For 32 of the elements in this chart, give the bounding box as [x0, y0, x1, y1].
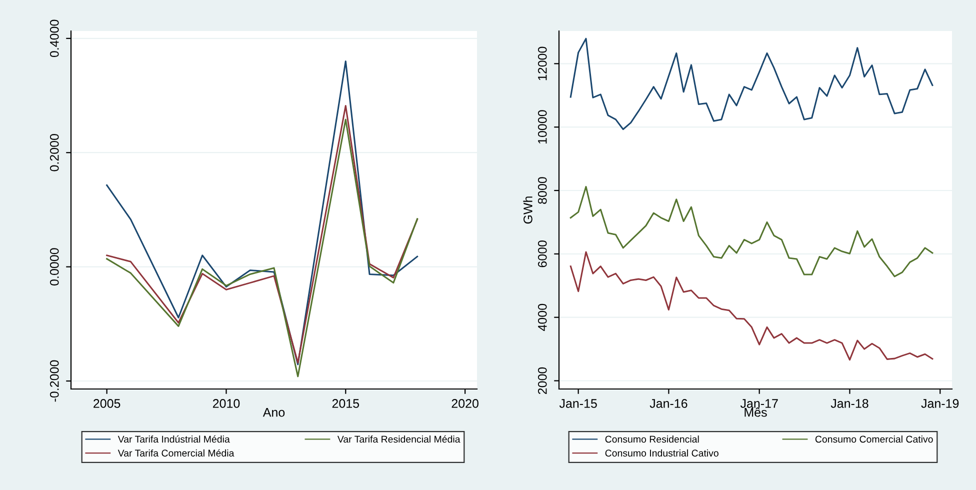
- y-tick-label: 2000: [538, 367, 547, 394]
- line-series: [106, 60, 418, 366]
- x-tick-label: Jan-16: [650, 399, 688, 408]
- y-tick-label: 4000: [538, 304, 547, 331]
- x-tick-label: 2015: [332, 399, 360, 408]
- y-tick-label: 0.0000: [50, 248, 59, 286]
- legend-label: Var Tarifa Residencial Média: [337, 435, 460, 443]
- x-tick-label: 2010: [212, 399, 240, 408]
- line-series: [570, 186, 934, 278]
- x-tick-label: Jan-18: [830, 399, 868, 408]
- y-tick-label: 12000: [538, 46, 547, 80]
- x-axis-title: Mês: [744, 408, 767, 417]
- legend-label: Consumo Comercial Cativo: [815, 436, 933, 443]
- legend-label: Var Tarifa Indústrial Média: [118, 435, 230, 443]
- line-series: [570, 251, 934, 361]
- x-tick-label: Jan-17: [740, 399, 778, 408]
- y-tick-label: 0.2000: [50, 134, 59, 172]
- y-tick-label: 8000: [538, 177, 547, 204]
- y-axis-title: GWh: [523, 196, 532, 224]
- legend-label: Var Tarifa Comercial Média: [118, 449, 234, 457]
- y-tick-label: -0.2000: [50, 360, 59, 402]
- line-series: [570, 38, 934, 130]
- y-tick-label: 10000: [538, 110, 547, 144]
- x-tick-label: 2020: [452, 399, 478, 408]
- legend-label: Consumo Residencial: [605, 436, 699, 443]
- x-axis-title: Ano: [262, 408, 285, 417]
- x-tick-label: 2005: [94, 399, 120, 408]
- x-tick-label: Jan-15: [559, 399, 597, 408]
- x-tick-label: Jan-19: [921, 399, 959, 408]
- y-tick-label: 6000: [538, 240, 547, 268]
- y-tick-label: 0.4000: [50, 20, 59, 58]
- legend-label: Consumo Industrial Cativo: [605, 449, 718, 457]
